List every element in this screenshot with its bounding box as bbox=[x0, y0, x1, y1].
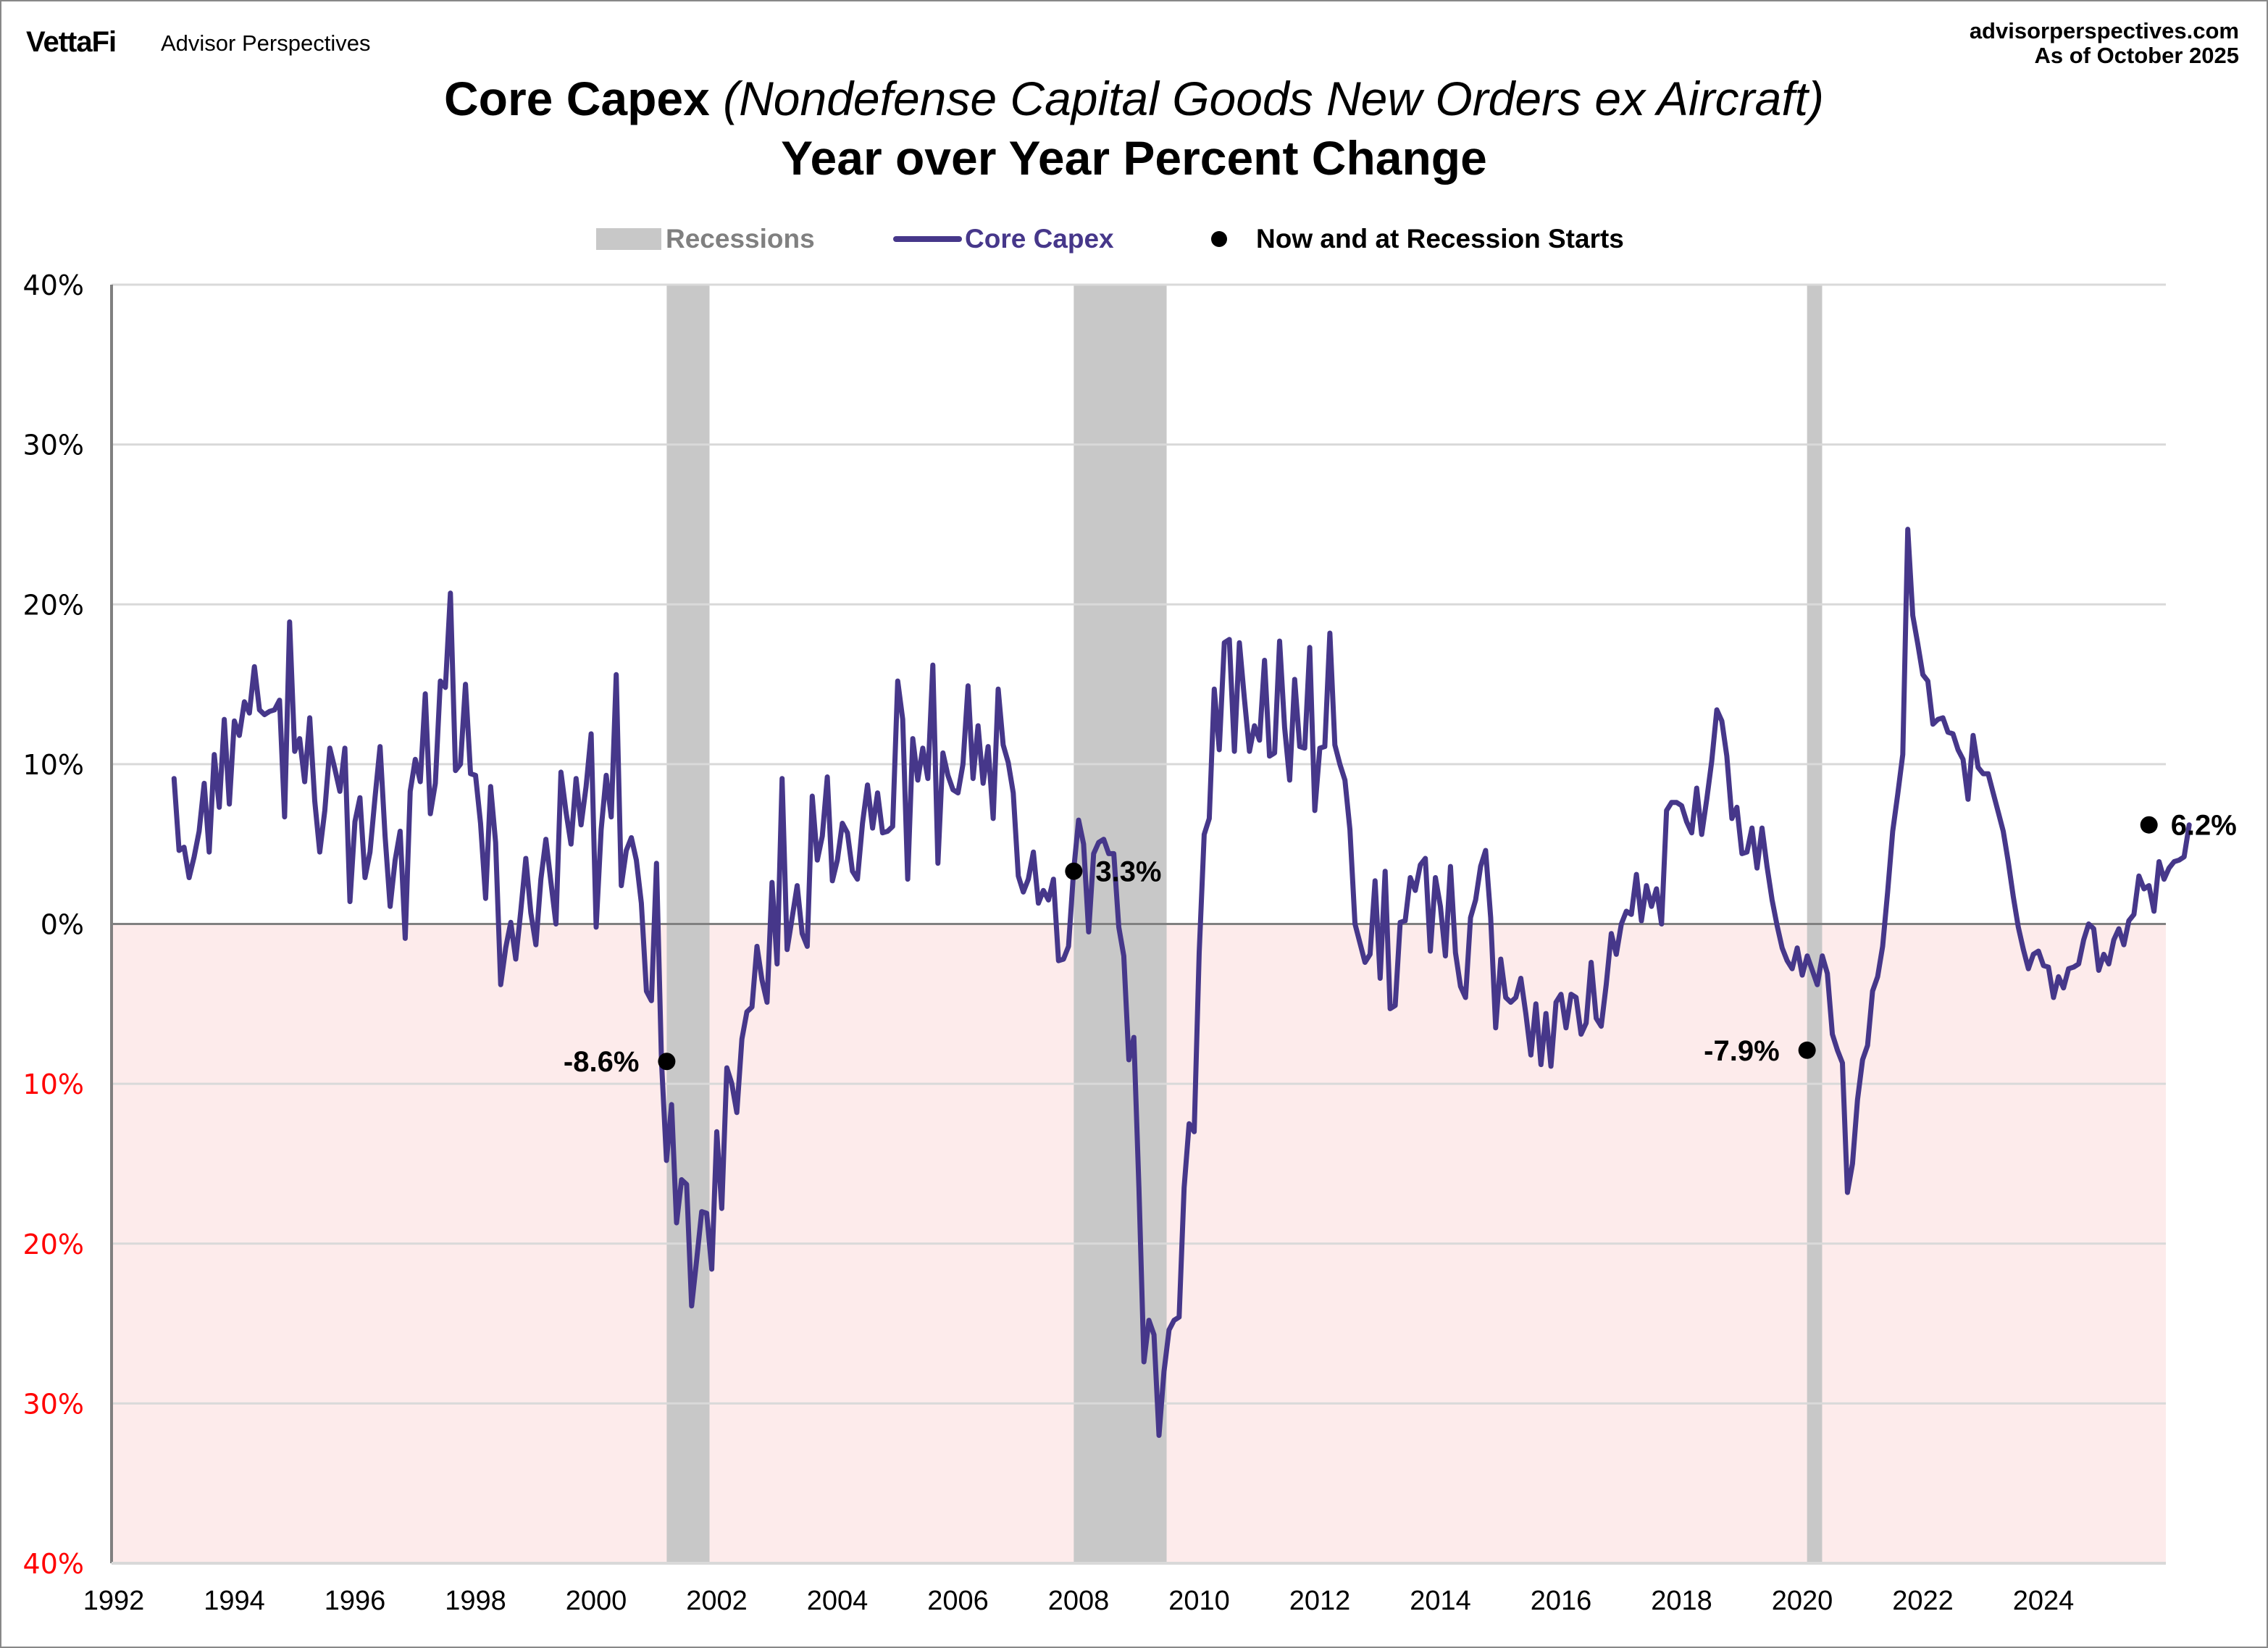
legend-item-dots: Now and at Recession Starts bbox=[1211, 221, 1624, 257]
x-tick-label: 1994 bbox=[204, 1586, 265, 1616]
y-tick-label: 30% bbox=[23, 1388, 84, 1420]
legend: Recessions Core Capex Now and at Recessi… bbox=[0, 221, 2268, 257]
x-tick-label: 2000 bbox=[566, 1586, 627, 1616]
annotation-dot bbox=[2140, 816, 2158, 834]
brand-subtitle: Advisor Perspectives bbox=[161, 30, 371, 56]
x-tick-label: 2022 bbox=[1892, 1586, 1954, 1616]
title-italic: (Nondefense Capital Goods New Orders ex … bbox=[723, 72, 1824, 125]
annotation-dot bbox=[1798, 1041, 1816, 1059]
annotation-label: -8.6% bbox=[564, 1046, 640, 1078]
y-tick-label: 40% bbox=[23, 1548, 84, 1580]
chart-subtitle: Year over Year Percent Change bbox=[781, 131, 1487, 185]
annotation-dot bbox=[1065, 862, 1083, 880]
legend-label-dots: Now and at Recession Starts bbox=[1256, 224, 1624, 254]
chart-title: Core Capex (Nondefense Capital Goods New… bbox=[0, 71, 2268, 126]
series-line-core-capex bbox=[171, 527, 2192, 1438]
x-tick-label: 2014 bbox=[1410, 1586, 1471, 1616]
annotation-dot bbox=[658, 1053, 676, 1071]
legend-swatch-core-capex bbox=[893, 236, 962, 242]
y-tick-label: 0% bbox=[41, 909, 84, 941]
x-tick-label: 2024 bbox=[2013, 1586, 2075, 1616]
annotation-label: 6.2% bbox=[2171, 810, 2237, 842]
x-tick-label: 2004 bbox=[807, 1586, 869, 1616]
site-url: advisorperspectives.com bbox=[1969, 18, 2239, 43]
legend-item-core-capex: Core Capex bbox=[893, 221, 1114, 257]
x-tick-label: 2016 bbox=[1531, 1586, 1592, 1616]
legend-item-recessions: Recessions bbox=[596, 221, 815, 257]
x-tick-label: 1998 bbox=[445, 1586, 506, 1616]
as-of-date: As of October 2025 bbox=[2034, 43, 2239, 68]
legend-label-recessions: Recessions bbox=[666, 224, 815, 254]
title-main: Core Capex bbox=[444, 72, 710, 125]
annotation-label: -7.9% bbox=[1704, 1035, 1780, 1067]
legend-label-core-capex: Core Capex bbox=[965, 224, 1114, 254]
legend-swatch-recessions bbox=[596, 228, 661, 250]
source-info: advisorperspectives.com As of October 20… bbox=[1970, 19, 2239, 68]
x-tick-label: 2002 bbox=[686, 1586, 748, 1616]
x-tick-label: 2010 bbox=[1168, 1586, 1230, 1616]
annotation-label: 3.3% bbox=[1095, 856, 1161, 888]
y-tick-label: 10% bbox=[23, 749, 84, 781]
y-tick-label: 40% bbox=[23, 269, 84, 301]
x-tick-label: 2012 bbox=[1289, 1586, 1351, 1616]
x-tick-label: 2018 bbox=[1651, 1586, 1712, 1616]
vettafi-logo: VettaFi bbox=[26, 26, 117, 58]
x-tick-label: 2008 bbox=[1048, 1586, 1110, 1616]
y-tick-label: 20% bbox=[23, 589, 84, 621]
x-tick-label: 1992 bbox=[83, 1586, 145, 1616]
y-tick-label: 10% bbox=[23, 1068, 84, 1100]
y-tick-label: 20% bbox=[23, 1229, 84, 1260]
y-tick-label: 30% bbox=[23, 430, 84, 461]
x-tick-label: 1996 bbox=[325, 1586, 386, 1616]
legend-dot-icon bbox=[1211, 231, 1227, 247]
x-tick-label: 2020 bbox=[1772, 1586, 1833, 1616]
x-tick-label: 2006 bbox=[927, 1586, 989, 1616]
